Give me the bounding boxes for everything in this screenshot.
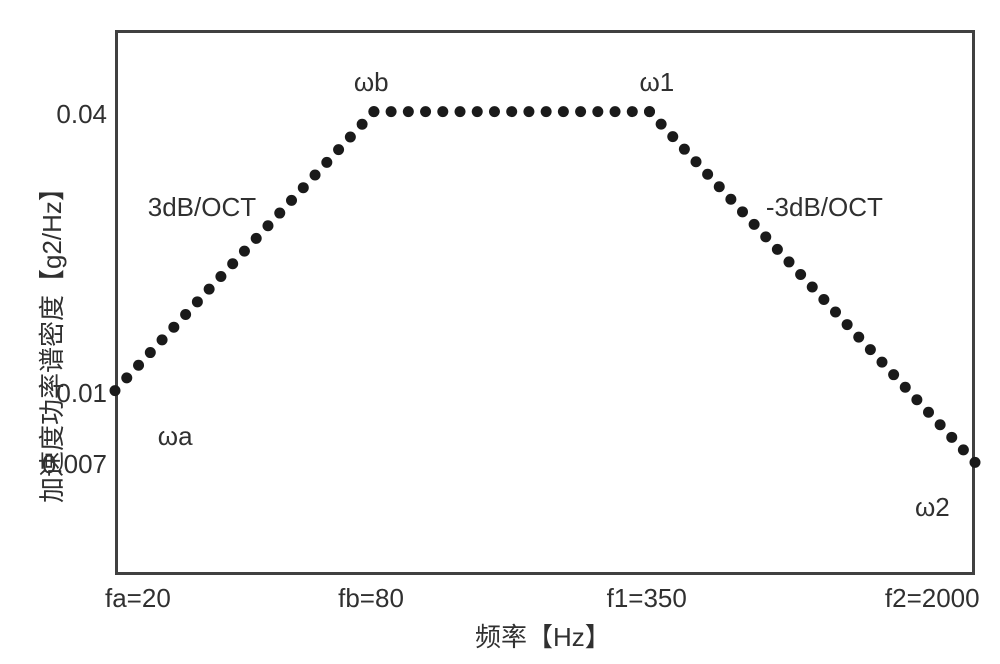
x-tick-label: fa=20 [105, 583, 171, 614]
y-tick-label: 0.007 [42, 449, 107, 480]
psd-chart: 加速度功率谱密度【g2/Hz】 频率【Hz】 0.040.010.007fa=2… [0, 0, 1000, 664]
annotation: -3dB/OCT [766, 192, 883, 223]
x-tick-label: fb=80 [338, 583, 404, 614]
psd-line-series [0, 0, 1000, 664]
x-tick-label: f1=350 [607, 583, 687, 614]
y-tick-label: 0.04 [56, 99, 107, 130]
x-tick-label: f2=2000 [885, 583, 980, 614]
annotation: ωb [354, 67, 389, 98]
annotation: ω1 [640, 67, 675, 98]
y-tick-label: 0.01 [56, 378, 107, 409]
annotation: ωa [158, 421, 193, 452]
annotation: ω2 [915, 492, 950, 523]
x-axis-label: 频率【Hz】 [475, 617, 611, 654]
annotation: 3dB/OCT [148, 192, 256, 223]
